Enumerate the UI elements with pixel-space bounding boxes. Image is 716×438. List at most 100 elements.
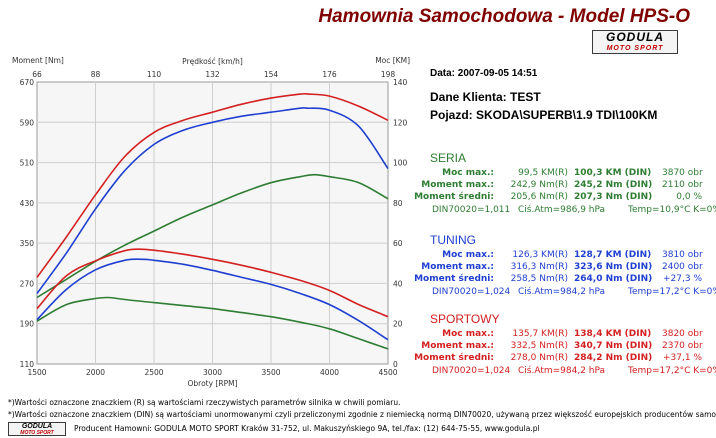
top-x-tick-label: 176 <box>322 70 337 79</box>
temperature: Temp=17,2°C K=0% <box>628 366 716 376</box>
result-rpm: 2110 obr <box>662 180 703 190</box>
y-right-tick-label: 60 <box>393 239 403 248</box>
result-value-r: 135,7 KM(R) <box>512 329 568 339</box>
din70020-factor: DIN70020=1,024 <box>432 366 511 376</box>
result-value-din: 264,0 Nm (DIN) <box>574 274 653 284</box>
series-line-tuning-power <box>36 107 389 294</box>
result-row: Moment średni: 278,0 Nm(R) 284,2 Nm (DIN) +… <box>406 353 706 365</box>
x-tick-label: 4000 <box>320 368 339 377</box>
y-left-tick-label: 510 <box>20 159 35 168</box>
y-right-tick-label: 120 <box>393 118 408 127</box>
x-axis-label: Obroty [RPM] <box>188 379 238 388</box>
y-right-tick-label: 140 <box>393 78 408 87</box>
result-rpm: +37,1 % <box>663 353 702 363</box>
footer-note-r: *)Wartości oznaczone znaczkiem (R) są wa… <box>8 398 401 407</box>
logo-text: GODULA <box>606 30 664 44</box>
result-rpm: 3810 obr <box>662 250 703 260</box>
footer-note-din: *)Wartości oznaczone znaczkiem (DIN) są … <box>8 410 716 419</box>
top-x-axis-label: Prędkość [km/h] <box>182 57 243 66</box>
result-value-din: 207,3 Nm (DIN) <box>574 192 653 202</box>
result-value-din: 138,4 KM (DIN) <box>574 329 652 339</box>
result-rpm: 2370 obr <box>662 341 703 351</box>
result-value-r: 205,6 Nm(R) <box>510 192 568 202</box>
conditions-row: DIN70020=1,011 Ciś.Atm=986,9 hPa Temp=10,9… <box>432 205 716 217</box>
footer-logo: GODULA MOTO SPORT <box>8 422 66 436</box>
result-value-r: 242,9 Nm(R) <box>510 180 568 190</box>
result-rpm: 2400 obr <box>662 262 703 272</box>
conditions-row: DIN70020=1,024 Ciś.Atm=984,2 hPa Temp=17,2… <box>432 287 716 299</box>
result-value-din: 284,2 Nm (DIN) <box>574 353 653 363</box>
top-x-tick-label: 154 <box>264 70 279 79</box>
y-left-tick-label: 110 <box>20 360 35 369</box>
dyno-chart: 1500 2000 2500 3000 3500 4000 4500110190270350… <box>12 56 410 388</box>
result-row: Moment średni: 258,5 Nm(R) 264,0 Nm (DIN) +… <box>406 274 706 286</box>
y-right-axis-label: Moc [KM] <box>375 56 410 65</box>
result-label: Moc max.: <box>442 329 494 339</box>
section-title: SERIA <box>430 151 467 165</box>
section-title: TUNING <box>430 233 476 247</box>
y-left-tick-label: 270 <box>20 279 35 288</box>
result-value-r: 316,3 Nm(R) <box>510 262 568 272</box>
y-left-tick-label: 190 <box>20 320 35 329</box>
y-right-tick-label: 80 <box>393 199 403 208</box>
result-value-r: 99,5 KM(R) <box>518 168 568 178</box>
result-row: Moment max.: 316,3 Nm(R) 323,6 Nm (DIN) 240… <box>406 262 706 274</box>
series-line-sportowy-torque <box>36 248 389 318</box>
temperature: Temp=10,9°C K=0% <box>628 205 716 215</box>
top-x-tick-label: 132 <box>205 70 220 79</box>
y-left-tick-label: 350 <box>20 239 35 248</box>
top-x-tick-label: 88 <box>91 70 101 79</box>
result-label: Moment średni: <box>414 353 494 363</box>
result-label: Moment max.: <box>421 180 494 190</box>
y-right-tick-label: 20 <box>393 320 403 329</box>
series-line-seria-torque <box>36 296 389 350</box>
series-line-sportowy-power <box>36 92 389 278</box>
top-x-tick-label: 110 <box>147 70 162 79</box>
x-tick-label: 4500 <box>378 368 397 377</box>
footer-logo-text: GODULA <box>21 423 53 430</box>
result-rpm: 3820 obr <box>662 329 703 339</box>
result-label: Moment max.: <box>421 262 494 272</box>
result-value-din: 245,2 Nm (DIN) <box>574 180 653 190</box>
result-label: Moc max.: <box>442 168 494 178</box>
x-tick-label: 1500 <box>27 368 46 377</box>
x-tick-label: 3500 <box>261 368 280 377</box>
series-line-tuning-torque <box>36 258 389 341</box>
vehicle-name: Pojazd: SKODA\SUPERB\1.9 TDI\100KM <box>430 108 658 122</box>
result-value-din: 100,3 KM (DIN) <box>574 168 652 178</box>
x-tick-label: 3000 <box>203 368 222 377</box>
result-row: Moment max.: 242,9 Nm(R) 245,2 Nm (DIN) 211… <box>406 180 706 192</box>
din70020-factor: DIN70020=1,024 <box>432 287 511 297</box>
result-row: Moment max.: 332,5 Nm(R) 340,7 Nm (DIN) 237… <box>406 341 706 353</box>
result-rpm: 0,0 % <box>676 192 702 202</box>
y-left-tick-label: 590 <box>20 118 35 127</box>
y-right-tick-label: 40 <box>393 279 403 288</box>
result-row: Moc max.: 135,7 KM(R) 138,4 KM (DIN) 3820 o… <box>406 329 706 341</box>
result-value-din: 323,6 Nm (DIN) <box>574 262 653 272</box>
result-value-r: 258,5 Nm(R) <box>510 274 568 284</box>
atm-pressure: Ciś.Atm=984,2 hPa <box>518 287 606 297</box>
result-value-r: 278,0 Nm(R) <box>510 353 568 363</box>
page-title: Hamownia Samochodowa - Model HPS-O <box>318 6 690 27</box>
result-label: Moment średni: <box>414 274 494 284</box>
result-label: Moment średni: <box>414 192 494 202</box>
x-tick-label: 2000 <box>86 368 105 377</box>
temperature: Temp=17,2°C K=0% <box>628 287 716 297</box>
result-label: Moc max.: <box>442 250 494 260</box>
test-date: Data: 2007-09-05 14:51 <box>430 68 538 79</box>
y-left-tick-label: 430 <box>20 199 35 208</box>
result-row: Moc max.: 99,5 KM(R) 100,3 KM (DIN) 3870 ob… <box>406 168 706 180</box>
footer-logo-subtext: MOTO SPORT <box>20 430 54 436</box>
result-row: Moment średni: 205,6 Nm(R) 207,3 Nm (DIN) 0… <box>406 192 706 204</box>
atm-pressure: Ciś.Atm=986,9 hPa <box>518 205 606 215</box>
logo-subtext: MOTO SPORT <box>606 45 664 52</box>
result-label: Moment max.: <box>421 341 494 351</box>
din70020-factor: DIN70020=1,011 <box>432 205 511 215</box>
result-rpm: +27,3 % <box>663 274 702 284</box>
result-rpm: 3870 obr <box>662 168 703 178</box>
y-right-tick-label: 0 <box>393 360 398 369</box>
atm-pressure: Ciś.Atm=984,2 hPa <box>518 366 606 376</box>
result-value-r: 332,5 Nm(R) <box>510 341 568 351</box>
client-name: Dane Klienta: TEST <box>430 90 541 104</box>
footer-producer: Producent Hamowni: GODULA MOTO SPORT Kra… <box>74 424 540 433</box>
